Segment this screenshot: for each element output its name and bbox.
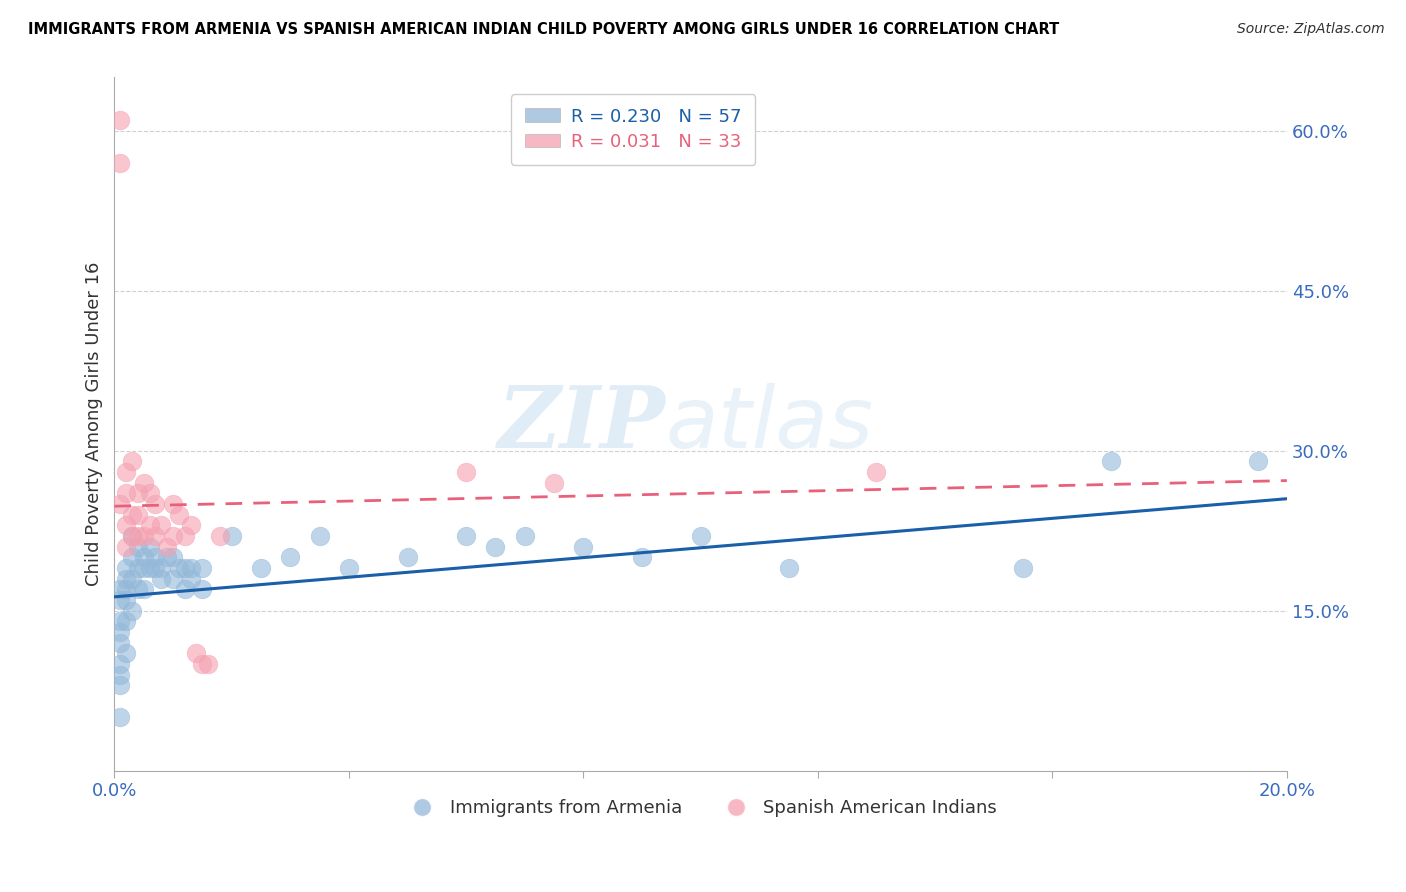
Point [778, 561, 800, 575]
Legend: Immigrants from Armenia, Spanish American Indians: Immigrants from Armenia, Spanish America… [398, 791, 1004, 824]
Point [1099, 454, 1122, 468]
Point [150, 518, 173, 533]
Point [689, 529, 711, 543]
Point [337, 561, 360, 575]
Point [115, 582, 138, 597]
Point [115, 593, 138, 607]
Point [145, 561, 167, 575]
Point [173, 561, 195, 575]
Point [173, 582, 195, 597]
Point [156, 540, 179, 554]
Point [127, 529, 149, 543]
Point [132, 475, 155, 490]
Point [250, 561, 273, 575]
Point [121, 454, 143, 468]
Point [127, 540, 149, 554]
Point [145, 529, 167, 543]
Point [132, 550, 155, 565]
Point [110, 582, 132, 597]
Point [1012, 561, 1035, 575]
Point [484, 540, 506, 554]
Point [197, 657, 219, 671]
Point [110, 593, 132, 607]
Point [167, 508, 190, 522]
Point [115, 518, 138, 533]
Point [138, 561, 160, 575]
Point [115, 465, 138, 479]
Point [150, 572, 173, 586]
Point [132, 582, 155, 597]
Point [156, 550, 179, 565]
Point [456, 465, 478, 479]
Point [110, 678, 132, 692]
Point [572, 540, 595, 554]
Point [127, 561, 149, 575]
Point [110, 497, 132, 511]
Point [145, 550, 167, 565]
Point [396, 550, 419, 565]
Text: ZIP: ZIP [498, 383, 665, 466]
Point [167, 561, 190, 575]
Point [278, 550, 301, 565]
Point [180, 561, 202, 575]
Point [543, 475, 565, 490]
Point [138, 540, 160, 554]
Point [115, 646, 138, 660]
Point [138, 486, 160, 500]
Point [115, 561, 138, 575]
Point [115, 540, 138, 554]
Point [191, 561, 214, 575]
Point [110, 667, 132, 681]
Point [162, 550, 184, 565]
Point [121, 508, 143, 522]
Text: atlas: atlas [665, 383, 873, 466]
Point [186, 646, 208, 660]
Point [162, 529, 184, 543]
Y-axis label: Child Poverty Among Girls Under 16: Child Poverty Among Girls Under 16 [86, 262, 103, 586]
Point [110, 625, 132, 640]
Point [162, 497, 184, 511]
Point [145, 497, 167, 511]
Point [110, 710, 132, 724]
Point [456, 529, 478, 543]
Point [221, 529, 243, 543]
Point [132, 561, 155, 575]
Point [110, 155, 132, 169]
Point [865, 465, 887, 479]
Point [513, 529, 536, 543]
Point [121, 529, 143, 543]
Point [132, 529, 155, 543]
Point [191, 582, 214, 597]
Point [121, 572, 143, 586]
Point [1246, 454, 1268, 468]
Point [180, 572, 202, 586]
Point [121, 550, 143, 565]
Point [631, 550, 654, 565]
Point [110, 636, 132, 650]
Point [173, 529, 195, 543]
Point [127, 582, 149, 597]
Point [162, 572, 184, 586]
Point [121, 529, 143, 543]
Point [110, 113, 132, 128]
Point [121, 604, 143, 618]
Point [191, 657, 214, 671]
Point [127, 508, 149, 522]
Point [150, 561, 173, 575]
Point [115, 486, 138, 500]
Point [138, 518, 160, 533]
Point [110, 615, 132, 629]
Point [127, 486, 149, 500]
Point [115, 615, 138, 629]
Text: Source: ZipAtlas.com: Source: ZipAtlas.com [1237, 22, 1385, 37]
Text: IMMIGRANTS FROM ARMENIA VS SPANISH AMERICAN INDIAN CHILD POVERTY AMONG GIRLS UND: IMMIGRANTS FROM ARMENIA VS SPANISH AMERI… [28, 22, 1059, 37]
Point [115, 572, 138, 586]
Point [110, 657, 132, 671]
Point [308, 529, 330, 543]
Point [180, 518, 202, 533]
Point [208, 529, 231, 543]
